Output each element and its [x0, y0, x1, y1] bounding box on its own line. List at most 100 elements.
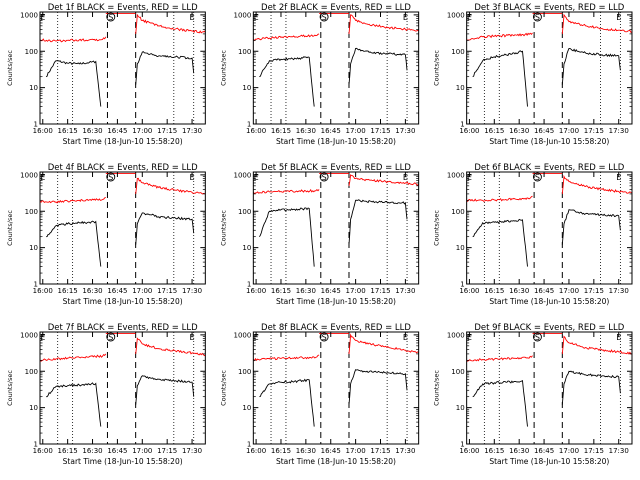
y-tick-label: 100 — [451, 48, 464, 56]
y-tick-label: 100 — [451, 368, 464, 376]
lld-trace — [135, 177, 206, 195]
plot-frame — [252, 11, 420, 125]
panel-det-4: Det 4f BLACK = Events, RED = LLD Counts/s… — [6, 163, 206, 306]
y-tick-label: 10 — [456, 404, 465, 412]
lld-trace — [348, 174, 419, 186]
x-tick-label: 17:30 — [395, 127, 415, 135]
y-tick-label: 1000 — [20, 331, 38, 339]
y-tick-label: 1 — [247, 121, 251, 129]
x-tick-label: 17:30 — [395, 287, 415, 295]
event-marker-label: S — [322, 13, 327, 22]
events-trace — [259, 56, 315, 107]
events-trace — [561, 370, 621, 405]
x-tick-label: 16:30 — [296, 127, 316, 135]
events-trace — [561, 47, 621, 85]
x-tick-label: 16:45 — [107, 127, 127, 135]
x-tick-label: 16:15 — [484, 447, 504, 455]
x-tick-label: 16:45 — [321, 447, 341, 455]
x-tick-label: 17:30 — [609, 287, 629, 295]
plot-frame — [39, 171, 206, 285]
y-tick-label: 1 — [460, 441, 464, 449]
y-tick-label: 100 — [238, 48, 251, 56]
lld-trace — [466, 355, 533, 362]
y-tick-label: 10 — [242, 244, 251, 252]
y-tick-label: 10 — [242, 84, 251, 92]
x-tick-label: 17:15 — [157, 287, 177, 295]
y-tick-label: 10 — [456, 84, 465, 92]
panel-title: Det 2f BLACK = Events, RED = LLD — [261, 3, 411, 13]
event-marker-label: S — [322, 173, 327, 182]
events-trace — [472, 50, 528, 107]
y-tick-label: 100 — [25, 368, 38, 376]
y-tick-label: 1000 — [234, 171, 252, 179]
x-axis-label: Start Time (18-Jun-10 15:58:20) — [63, 137, 183, 146]
lld-trace — [348, 333, 419, 354]
x-tick-label: 16:15 — [484, 287, 504, 295]
panel-det-2: Det 2f BLACK = Events, RED = LLD Counts/s… — [219, 3, 420, 146]
lld-trace — [39, 353, 107, 362]
x-tick-label: 16:45 — [534, 447, 554, 455]
x-tick-label: 17:00 — [346, 127, 366, 135]
x-tick-label: 16:15 — [58, 287, 78, 295]
y-tick-label: 1 — [247, 281, 251, 289]
x-tick-label: 17:00 — [132, 447, 152, 455]
events-trace — [45, 60, 102, 107]
x-tick-label: 16:45 — [107, 287, 127, 295]
y-tick-label: 1000 — [20, 171, 38, 179]
x-axis-label: Start Time (18-Jun-10 15:58:20) — [489, 457, 609, 466]
y-tick-label: 1000 — [20, 11, 38, 19]
x-tick-label: 16:45 — [534, 287, 554, 295]
x-tick-label: 17:00 — [132, 127, 152, 135]
lld-trace — [39, 36, 107, 43]
x-tick-label: 16:00 — [459, 127, 479, 135]
x-tick-label: 16:30 — [296, 447, 316, 455]
x-tick-label: 16:00 — [246, 287, 266, 295]
y-tick-label: 10 — [29, 84, 38, 92]
panel-det-1: Det 1f BLACK = Events, RED = LLD Counts/s… — [6, 3, 206, 146]
y-tick-label: 1000 — [447, 171, 465, 179]
saa-marker-ring — [319, 172, 329, 182]
y-tick-label: 1 — [247, 441, 251, 449]
y-tick-label: 100 — [25, 48, 38, 56]
panel-det-9: Det 9f BLACK = Events, RED = LLD Counts/s… — [433, 323, 633, 466]
x-tick-label: 17:00 — [346, 287, 366, 295]
y-axis-label: Counts/sec — [6, 50, 14, 86]
x-tick-label: 17:15 — [157, 447, 177, 455]
y-tick-label: 10 — [29, 244, 38, 252]
lld-trace — [252, 188, 320, 194]
x-tick-label: 16:00 — [33, 127, 53, 135]
x-tick-label: 17:15 — [584, 447, 604, 455]
saa-marker-ring — [106, 332, 116, 342]
x-tick-label: 16:00 — [33, 447, 53, 455]
x-tick-label: 17:15 — [370, 447, 390, 455]
x-axis-label: Start Time (18-Jun-10 15:58:20) — [489, 137, 609, 146]
x-tick-label: 17:30 — [182, 287, 202, 295]
y-tick-label: 1000 — [234, 11, 252, 19]
y-tick-label: 1000 — [234, 331, 252, 339]
y-tick-label: 1 — [34, 281, 38, 289]
x-tick-label: 16:15 — [271, 127, 291, 135]
y-axis-label: Counts/sec — [6, 210, 14, 246]
event-marker-label: S — [535, 333, 540, 342]
x-tick-label: 16:30 — [82, 287, 102, 295]
y-axis-label: Counts/sec — [433, 50, 441, 86]
panel-det-5: Det 5f BLACK = Events, RED = LLD Counts/s… — [219, 163, 420, 306]
event-marker-label: S — [108, 333, 113, 342]
y-tick-label: 1 — [34, 441, 38, 449]
panel-title: Det 9f BLACK = Events, RED = LLD — [474, 323, 624, 333]
x-tick-label: 17:30 — [609, 127, 629, 135]
lld-trace — [135, 337, 206, 357]
panel-title: Det 6f BLACK = Events, RED = LLD — [474, 163, 624, 173]
x-tick-label: 17:15 — [370, 127, 390, 135]
x-tick-label: 16:00 — [33, 287, 53, 295]
x-tick-label: 17:00 — [559, 127, 579, 135]
x-tick-label: 16:15 — [58, 447, 78, 455]
plot-frame — [39, 11, 206, 125]
lld-trace — [39, 196, 106, 204]
x-axis-label: Start Time (18-Jun-10 15:58:20) — [63, 457, 183, 466]
lld-trace — [561, 13, 633, 34]
x-tick-label: 16:15 — [484, 127, 504, 135]
panel-title: Det 8f BLACK = Events, RED = LLD — [261, 323, 411, 333]
event-marker-label: E — [616, 13, 621, 22]
